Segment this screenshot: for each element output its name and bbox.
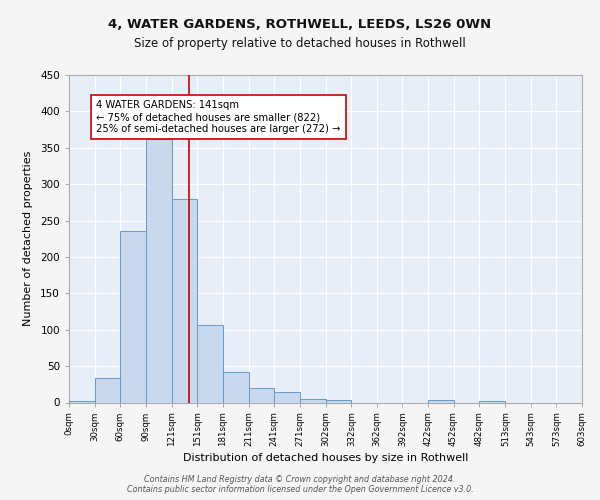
Bar bbox=[69, 401, 95, 402]
Bar bbox=[299, 399, 326, 402]
Bar bbox=[95, 378, 120, 402]
Bar bbox=[274, 392, 299, 402]
Bar bbox=[326, 400, 352, 402]
Text: Size of property relative to detached houses in Rothwell: Size of property relative to detached ho… bbox=[134, 38, 466, 51]
Bar bbox=[172, 198, 197, 402]
Bar bbox=[223, 372, 248, 402]
Text: 4, WATER GARDENS, ROTHWELL, LEEDS, LS26 0WN: 4, WATER GARDENS, ROTHWELL, LEEDS, LS26 … bbox=[109, 18, 491, 30]
Bar bbox=[248, 388, 274, 402]
Bar bbox=[479, 401, 505, 402]
Bar bbox=[197, 326, 223, 402]
Text: 4 WATER GARDENS: 141sqm
← 75% of detached houses are smaller (822)
25% of semi-d: 4 WATER GARDENS: 141sqm ← 75% of detache… bbox=[96, 100, 341, 134]
Bar bbox=[120, 232, 146, 402]
Y-axis label: Number of detached properties: Number of detached properties bbox=[23, 151, 33, 326]
Bar bbox=[428, 400, 454, 402]
Text: Contains HM Land Registry data © Crown copyright and database right 2024.
Contai: Contains HM Land Registry data © Crown c… bbox=[127, 474, 473, 494]
X-axis label: Distribution of detached houses by size in Rothwell: Distribution of detached houses by size … bbox=[183, 454, 468, 464]
Bar bbox=[146, 139, 172, 402]
